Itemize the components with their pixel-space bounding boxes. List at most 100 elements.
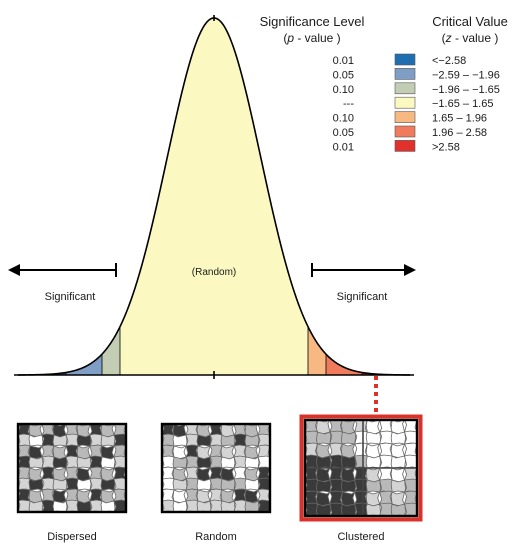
- legend-swatch: [394, 53, 416, 66]
- legend-row: 0.10 1.65 – 1.96: [333, 111, 487, 125]
- map-random: Random: [160, 422, 272, 543]
- map-polygon: [403, 502, 418, 517]
- map-polygon: [28, 423, 43, 438]
- map-polygon: [172, 456, 188, 469]
- map-frame: [16, 422, 128, 514]
- map-polygon: [390, 419, 406, 435]
- map-polygon: [100, 456, 116, 469]
- map-caption: Dispersed: [47, 531, 97, 543]
- legend-z-value: 1.65 – 1.96: [432, 113, 487, 125]
- bell-curve: [14, 15, 414, 379]
- map-polygon: [220, 500, 236, 513]
- legend-p-value: 0.05: [333, 127, 354, 139]
- map-polygon: [52, 478, 68, 491]
- map-polygon: [390, 479, 406, 493]
- map-polygon: [100, 500, 116, 513]
- map-polygon: [257, 433, 271, 447]
- map-polygon: [390, 431, 406, 445]
- legend-z-header: Critical Value: [432, 14, 508, 29]
- legend-swatch: [394, 96, 416, 109]
- right-arrow: [311, 263, 416, 277]
- legend-row: --- −1.65 – 1.65: [343, 96, 493, 110]
- legend-row: 0.01 <−2.58: [333, 53, 466, 67]
- map-polygon: [220, 434, 236, 447]
- legend-z-value: −2.59 – −1.96: [432, 69, 500, 81]
- map-polygon: [316, 443, 331, 459]
- map-polygon: [196, 500, 212, 513]
- map-polygon: [365, 503, 382, 517]
- map-polygon: [113, 433, 127, 447]
- map-polygon: [403, 454, 418, 469]
- map-polygon: [172, 434, 188, 447]
- curve-region-1: [66, 354, 102, 375]
- map-polygon: [365, 479, 382, 493]
- map-polygon: [340, 467, 356, 483]
- map-polygon: [365, 491, 381, 507]
- map-caption: Clustered: [337, 531, 384, 543]
- legend-p-value: 0.10: [333, 84, 354, 96]
- map-polygon: [244, 478, 260, 491]
- map-polygon: [196, 478, 212, 491]
- curve-region-3: [120, 18, 308, 375]
- map-polygon: [340, 503, 357, 517]
- map-polygon: [113, 499, 127, 513]
- map-polygon: [52, 434, 68, 447]
- right-significant-label: Significant: [337, 291, 388, 303]
- map-polygon: [76, 456, 92, 469]
- map-polygon: [257, 499, 271, 513]
- map-polygon: [28, 456, 44, 469]
- map-polygon: [100, 478, 116, 491]
- map-polygon: [403, 478, 418, 493]
- map-dispersed: Dispersed: [16, 422, 128, 543]
- map-polygon: [257, 455, 271, 469]
- legend-row: 0.05 1.96 – 2.58: [333, 125, 487, 139]
- legend-z-subheader: (z - value ): [442, 31, 499, 45]
- legend-p-value: ---: [343, 98, 354, 110]
- map-polygon: [76, 478, 92, 491]
- map-polygon: [113, 455, 127, 469]
- map-polygon: [340, 479, 357, 493]
- legend-z-value: 1.96 – 2.58: [432, 127, 487, 139]
- map-polygon: [390, 467, 406, 483]
- map-polygon: [196, 456, 212, 469]
- map-polygon: [244, 500, 260, 513]
- map-polygon: [390, 491, 406, 507]
- legend-p-value: 0.01: [333, 141, 354, 153]
- map-polygon: [28, 434, 44, 447]
- map-polygon: [316, 431, 332, 445]
- map-polygon: [172, 478, 188, 491]
- legend-z-value: −1.96 – −1.65: [432, 84, 500, 96]
- map-polygon: [390, 443, 406, 459]
- map-polygon: [28, 500, 44, 513]
- legend-swatch: [394, 111, 416, 123]
- curve-region-4: [308, 326, 326, 375]
- map-polygon: [340, 455, 357, 469]
- map-polygon: [220, 478, 236, 491]
- left-significant-label: Significant: [45, 291, 96, 303]
- map-frame: [303, 418, 419, 518]
- map-polygon: [365, 455, 382, 469]
- map-polygon: [28, 478, 44, 491]
- legend: Significance Level (p - value ) Critical…: [260, 14, 508, 153]
- map-polygon: [316, 479, 332, 493]
- curve-region-5: [326, 354, 362, 375]
- map-polygon: [172, 500, 188, 513]
- map-polygon: [316, 490, 331, 507]
- map-polygon: [76, 434, 92, 447]
- map-polygon: [365, 431, 382, 445]
- map-caption: Random: [195, 531, 237, 543]
- map-polygon: [52, 456, 68, 469]
- map-frame: [160, 422, 272, 514]
- random-center-label: (Random): [192, 267, 236, 278]
- legend-p-value: 0.10: [333, 113, 354, 125]
- map-polygon: [316, 455, 332, 469]
- map-polygon: [390, 455, 406, 469]
- map-polygon: [52, 500, 68, 513]
- legend-p-value: 0.01: [333, 55, 354, 67]
- legend-row: 0.01 >2.58: [333, 140, 460, 153]
- map-polygon: [100, 434, 116, 447]
- map-clustered: Clustered: [299, 414, 423, 543]
- map-highlight-frame: [299, 414, 423, 522]
- pattern-maps: Dispersed Random Clustered: [16, 414, 423, 543]
